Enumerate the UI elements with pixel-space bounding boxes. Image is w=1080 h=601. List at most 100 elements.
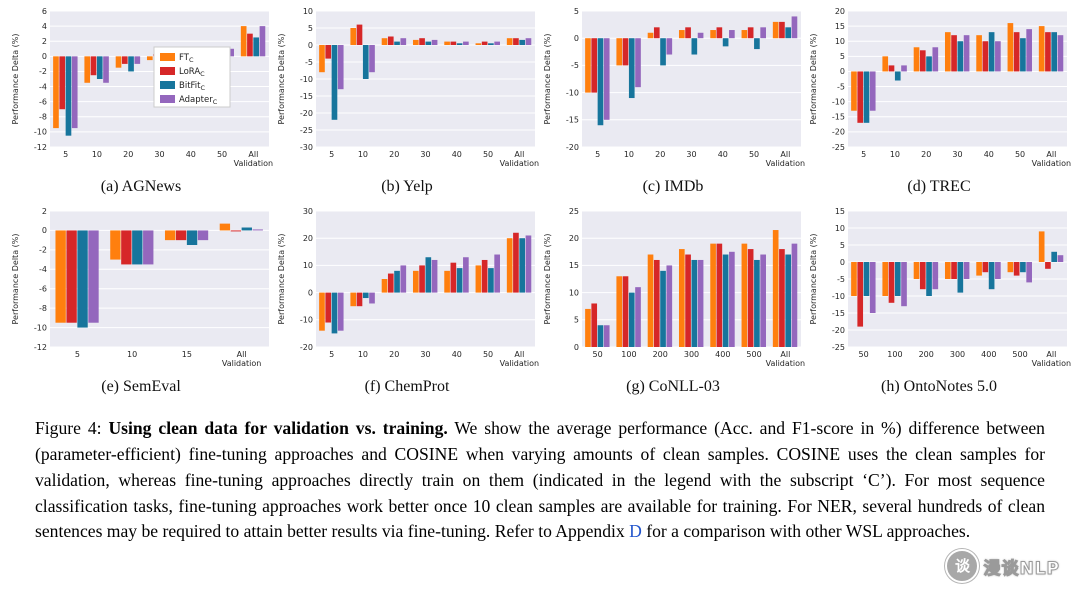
x-tick-sublabel: Validation	[1032, 159, 1071, 168]
bar	[356, 24, 363, 45]
bar	[1057, 255, 1064, 262]
x-tick-label: 20	[389, 150, 399, 159]
bar	[325, 292, 332, 323]
x-tick-label: 10	[127, 350, 137, 359]
bar	[186, 230, 198, 245]
bar	[65, 56, 72, 136]
appendix-d-link[interactable]: D	[629, 521, 642, 542]
y-tick-label: 6	[42, 7, 47, 16]
y-tick-label: 15	[835, 207, 845, 216]
y-tick-label: 0	[42, 52, 47, 61]
bar	[381, 38, 388, 45]
bar	[660, 270, 666, 347]
bar	[913, 262, 920, 279]
bar	[444, 270, 450, 293]
bar	[882, 262, 889, 296]
bar	[66, 230, 77, 323]
bar	[88, 230, 99, 323]
bar	[722, 38, 729, 47]
bar	[230, 230, 242, 232]
bar	[481, 41, 488, 45]
x-tick-label: 100	[621, 350, 636, 359]
bar	[760, 27, 766, 39]
bar	[760, 254, 766, 347]
x-tick-label: 5	[329, 350, 334, 359]
x-tick-label: All	[780, 350, 790, 359]
x-tick-label: 40	[718, 150, 728, 159]
x-tick-label: 200	[919, 350, 934, 359]
bar	[110, 230, 121, 260]
bar	[597, 325, 604, 347]
bar	[412, 39, 419, 45]
bar	[666, 265, 673, 347]
y-tick-label: 0	[308, 41, 313, 50]
bar	[143, 230, 154, 265]
x-tick-label: 40	[452, 350, 462, 359]
bar	[425, 41, 432, 45]
bar	[369, 292, 375, 304]
bar	[685, 254, 691, 347]
bar	[197, 230, 209, 241]
y-axis-label: Performance Delta (%)	[277, 234, 286, 325]
x-tick-label: 30	[154, 150, 164, 159]
bar	[653, 27, 660, 39]
y-tick-label: -5	[305, 58, 313, 67]
bar	[678, 30, 685, 39]
y-tick-label: 0	[840, 67, 845, 76]
bar	[128, 56, 134, 72]
bar	[356, 292, 363, 307]
bar	[525, 38, 532, 45]
bar	[791, 16, 798, 39]
bar	[1045, 262, 1051, 269]
x-tick-sublabel: Validation	[500, 359, 539, 368]
bar	[982, 262, 989, 273]
y-tick-label: -25	[832, 343, 845, 352]
x-tick-label: 10	[890, 150, 900, 159]
x-tick-label: 300	[950, 350, 965, 359]
y-tick-label: -2	[39, 246, 47, 255]
bar	[1020, 262, 1026, 273]
bar	[463, 257, 469, 293]
bar	[494, 41, 500, 45]
chart-cell-semeval: 2 0 -2 -4 -6 -8 -10 -12 Performance Delta (%) 5 10…	[9, 206, 273, 402]
chart-subcaption-conll03: (g) CoNLL-03	[626, 378, 720, 395]
bar	[1038, 231, 1045, 262]
bar	[506, 238, 513, 293]
x-tick-label: All	[1046, 350, 1056, 359]
bar	[729, 251, 735, 347]
x-tick-label: 5	[329, 150, 334, 159]
y-tick-label: -10	[832, 292, 845, 301]
x-tick-label: All	[514, 150, 524, 159]
caption-figure-label: Figure 4:	[35, 418, 109, 438]
chart-cell-imdb: 5 0 -5 -10 -15 -20 Performance Delta (%) 5 10 20 3…	[541, 6, 805, 202]
y-axis-label: Performance Delta (%)	[11, 234, 20, 325]
bar	[660, 38, 666, 66]
bar	[412, 270, 419, 293]
plot-area	[848, 11, 1067, 147]
chart-subcaption-chemprot: (f) ChemProt	[364, 378, 450, 395]
bar	[525, 235, 532, 293]
watermark: 谈 漫谈NLP	[945, 549, 1060, 583]
chart-cell-ontonotes: 15 10 5 0 -5 -10 -15 -20 -25 Performance Delta (%…	[807, 206, 1071, 402]
bar-chart: 30 20 10 0 -10 -20 Performance Delta (%) 5 10 20 3…	[277, 207, 539, 368]
chart-agnews: 6 4 2 0 -2 -4 -6 -8 -10 -12 Performance Delta (%) 5…	[9, 6, 273, 176]
x-tick-label: 10	[624, 150, 634, 159]
x-tick-label: 30	[420, 150, 430, 159]
y-tick-label: 10	[835, 37, 845, 46]
y-tick-label: -25	[300, 126, 313, 135]
bar	[869, 71, 876, 111]
bar	[463, 41, 469, 45]
bar	[754, 38, 760, 50]
bar	[1013, 32, 1020, 72]
bar	[894, 262, 901, 296]
x-tick-sublabel: Validation	[234, 159, 273, 168]
watermark-text: 漫谈NLP	[983, 558, 1060, 579]
bar	[710, 243, 716, 347]
bar	[506, 38, 513, 45]
bar	[488, 43, 494, 45]
bar	[134, 56, 141, 64]
bar	[450, 262, 457, 293]
bar	[622, 276, 629, 347]
y-axis-label: Performance Delta (%)	[809, 34, 818, 125]
